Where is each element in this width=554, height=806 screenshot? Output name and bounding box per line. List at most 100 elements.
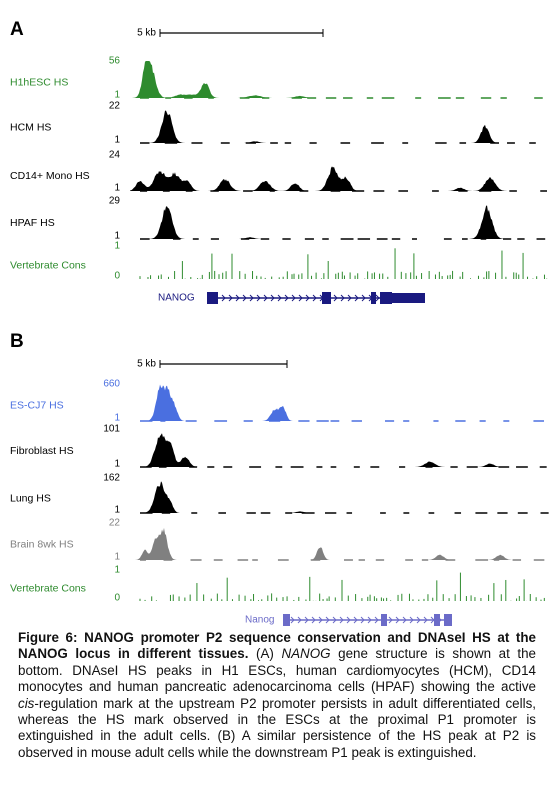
gene-arrow <box>263 294 268 302</box>
track-min: 1 <box>114 413 120 424</box>
exon <box>207 292 218 304</box>
gene-arrow <box>388 616 393 624</box>
gene-arrow <box>304 616 309 624</box>
gene-arrow <box>333 294 338 302</box>
gene-arrow <box>409 616 414 624</box>
exon <box>322 292 331 304</box>
track-min: 1 <box>114 90 120 101</box>
track-name: CD14+ Mono HS <box>10 170 90 182</box>
gene-arrow <box>318 616 323 624</box>
track-name: Brain 8wk HS <box>10 538 74 550</box>
caption: Figure 6: NANOG promoter P2 sequence con… <box>18 630 536 761</box>
signal <box>130 433 548 467</box>
gene-arrow <box>235 294 240 302</box>
track-min: 1 <box>114 459 120 470</box>
gene-arrow <box>298 294 303 302</box>
signal <box>130 110 548 143</box>
gene-arrow <box>340 294 345 302</box>
exon <box>444 614 452 626</box>
gene-name: NANOG <box>158 293 195 304</box>
scale-label: 5 kb <box>137 28 156 39</box>
track-min: 1 <box>114 231 120 242</box>
gene-arrow <box>256 294 261 302</box>
track-name: ES-CJ7 HS <box>10 399 64 411</box>
track-max: 162 <box>103 473 120 484</box>
gene-arrow <box>325 616 330 624</box>
track-name: HPAF HS <box>10 217 55 229</box>
caption-title: Figure 6: NANOG promoter P2 sequence con… <box>18 630 536 662</box>
gene-arrow <box>311 616 316 624</box>
gene-arrow <box>249 294 254 302</box>
gene-arrow <box>305 294 310 302</box>
caption-text: cis <box>18 695 35 711</box>
track-name: Vertebrate Cons <box>10 259 86 271</box>
track-max: 101 <box>103 424 120 435</box>
gene-arrow <box>395 616 400 624</box>
gene-arrow <box>402 616 407 624</box>
gene-arrow <box>270 294 275 302</box>
gene-arrow <box>416 616 421 624</box>
track-name: H1hESC HS <box>10 76 68 88</box>
exon <box>392 293 425 303</box>
gene-arrow <box>347 294 352 302</box>
track-name: Vertebrate Cons <box>10 582 86 594</box>
gene-arrow <box>367 616 372 624</box>
gene-arrow <box>221 294 226 302</box>
signal <box>130 527 548 560</box>
signal <box>130 61 548 98</box>
caption-text: -regulation mark at the upstream P2 prom… <box>18 695 536 760</box>
track-max: 660 <box>103 379 120 390</box>
track-max: 22 <box>109 101 121 112</box>
signal <box>130 384 548 421</box>
gene-arrow <box>297 616 302 624</box>
exon <box>434 614 440 626</box>
track-max: 1 <box>114 565 120 576</box>
track-name: Lung HS <box>10 492 51 504</box>
gene-arrow <box>353 616 358 624</box>
gene-arrow <box>360 616 365 624</box>
track-max: 29 <box>109 196 121 207</box>
track-max: 22 <box>109 518 121 529</box>
track-min: 1 <box>114 505 120 516</box>
gene-arrow <box>284 294 289 302</box>
exon <box>283 614 290 626</box>
gene-arrow <box>375 294 380 302</box>
caption-text: gene structure is shown at the bottom. D… <box>18 646 537 695</box>
gene-arrow <box>332 616 337 624</box>
gene-arrow <box>423 616 428 624</box>
track-min: 1 <box>114 552 120 563</box>
gene-arrow <box>374 616 379 624</box>
exon <box>371 292 376 304</box>
signal <box>130 481 548 513</box>
track-min: 0 <box>114 593 120 604</box>
track-name: Fibroblast HS <box>10 445 74 457</box>
gene-arrow <box>290 616 295 624</box>
track-max: 1 <box>114 241 120 252</box>
track-min: 1 <box>114 135 120 146</box>
gene-arrow <box>242 294 247 302</box>
track-max: 24 <box>109 150 121 161</box>
gene-name: Nanog <box>245 615 274 626</box>
gene-arrow <box>361 294 366 302</box>
track-name: HCM HS <box>10 121 51 133</box>
caption-text: (A) <box>248 646 282 662</box>
gene-arrow <box>346 616 351 624</box>
signal <box>130 205 548 239</box>
track-min: 1 <box>114 183 120 194</box>
scale-label: 5 kb <box>137 359 156 370</box>
track-min: 0 <box>114 271 120 282</box>
exon <box>380 292 392 304</box>
gene-arrow <box>339 616 344 624</box>
panel-label: B <box>10 331 24 352</box>
gene-arrow <box>277 294 282 302</box>
gene-arrow <box>312 294 317 302</box>
caption-text: NANOG <box>281 646 331 662</box>
signal <box>130 166 548 191</box>
panel-label: A <box>10 19 24 40</box>
exon <box>381 614 387 626</box>
gene-arrow <box>228 294 233 302</box>
track-max: 56 <box>109 56 121 67</box>
gene-arrow <box>354 294 359 302</box>
